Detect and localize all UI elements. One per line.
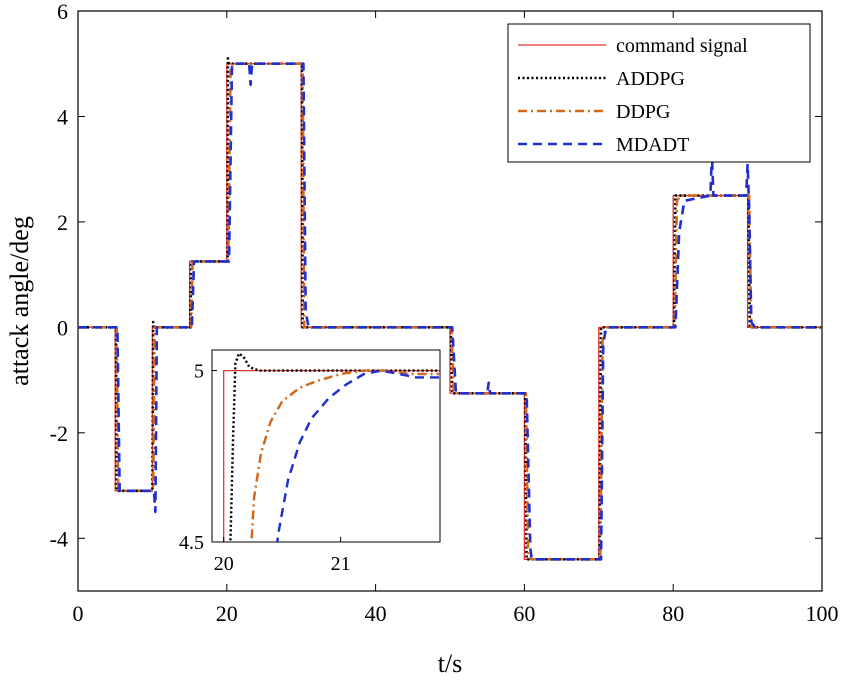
inset-plot-area — [211, 349, 441, 543]
inset-line-addpg — [229, 352, 440, 542]
x-tick-label: 80 — [662, 601, 684, 626]
inset-x-tick-label: 20 — [214, 553, 234, 575]
legend-label: MDADT — [616, 134, 689, 156]
x-tick-label: 0 — [73, 601, 84, 626]
x-tick-label: 20 — [216, 601, 238, 626]
inset-y-tick-label: 4.5 — [179, 532, 204, 554]
x-tick-label: 40 — [365, 601, 387, 626]
legend-label: command signal — [616, 35, 748, 57]
series-line-mdadt — [78, 62, 822, 561]
y-tick-label: 2 — [57, 210, 68, 235]
legend-box — [507, 23, 811, 163]
y-tick-label: 6 — [57, 0, 68, 24]
inset-y-tick-label: 5 — [194, 361, 204, 383]
y-tick-label: -4 — [50, 526, 68, 551]
inset-x-tick-label: 21 — [331, 553, 351, 575]
inset-line-mdadt — [276, 369, 440, 542]
y-axis-label: attack angle/deg — [5, 216, 34, 386]
legend-label: ADDPG — [616, 68, 685, 90]
inset-line-ddpg — [250, 369, 440, 542]
x-axis-label: t/s — [438, 649, 463, 678]
legend-label: DDPG — [616, 101, 670, 123]
x-tick-label: 100 — [806, 601, 839, 626]
x-tick-label: 60 — [513, 601, 535, 626]
y-tick-label: -2 — [50, 421, 68, 446]
y-tick-label: 0 — [57, 315, 68, 340]
y-tick-label: 4 — [57, 104, 68, 129]
